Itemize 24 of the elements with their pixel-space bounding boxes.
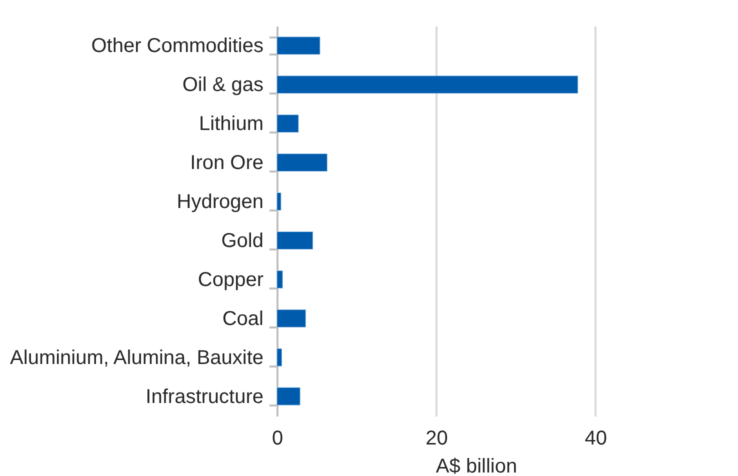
y-tick-label: Hydrogen [176,191,264,214]
bar [276,270,283,288]
y-tick-label: Copper [198,268,264,291]
bar [276,309,306,328]
bar [276,114,299,133]
bar [276,36,320,55]
y-tick-label: Coal [222,308,264,330]
bar [276,348,282,366]
x-tick-label: 20 [426,428,448,450]
y-tick-label: Infrastructure [146,386,264,408]
y-tick-label: Gold [221,230,264,252]
x-tick-label: 0 [272,428,284,450]
bar [276,76,578,94]
y-tick-label: Aluminium, Alumina, Bauxite [10,346,264,369]
x-tick-label: 40 [584,428,608,450]
x-axis-title: A$ billion [436,456,518,476]
bar [276,231,314,250]
y-tick-label: Oil & gas [182,74,264,96]
bar [276,387,300,406]
bar [276,154,328,172]
bar [276,192,282,211]
y-tick-label: Other Commodities [91,35,264,58]
y-tick-label: Iron Ore [190,152,264,174]
y-tick-label: Lithium [199,113,264,136]
